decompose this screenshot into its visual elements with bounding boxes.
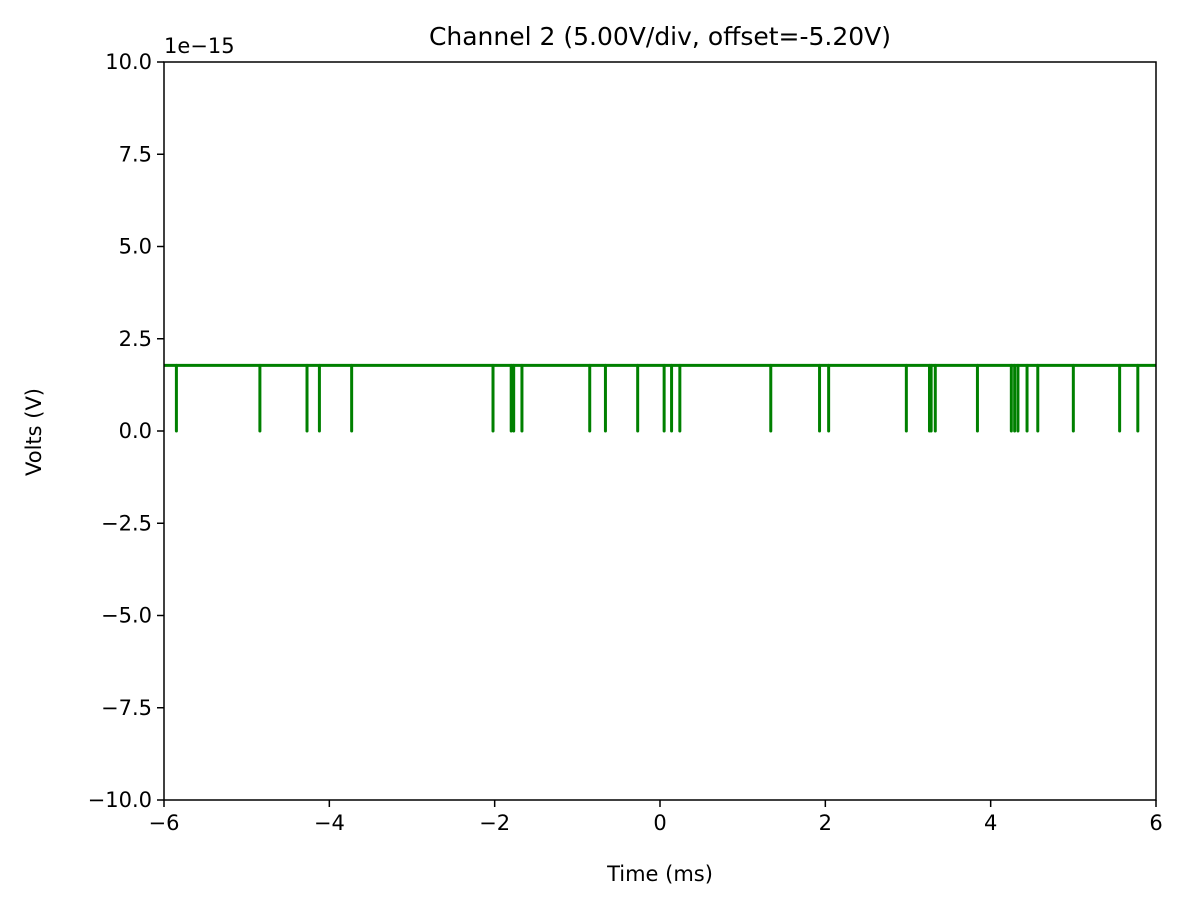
plot-area [164, 363, 1156, 433]
y-tick-label: −5.0 [101, 604, 152, 628]
x-tick-label: 2 [819, 811, 832, 835]
y-tick-label: 5.0 [119, 235, 152, 259]
y-tick-label: 10.0 [105, 50, 152, 74]
chart-title: Channel 2 (5.00V/div, offset=-5.20V) [429, 22, 891, 51]
x-tick-label: −4 [314, 811, 345, 835]
x-tick-label: 6 [1149, 811, 1162, 835]
y-offset-text: 1e−15 [164, 34, 235, 58]
x-tick-label: −6 [149, 811, 180, 835]
y-tick-label: 2.5 [119, 327, 152, 351]
x-tick-label: 0 [653, 811, 666, 835]
plot-frame [163, 61, 1157, 801]
y-tick-label: −7.5 [101, 696, 152, 720]
y-tick-label: 0.0 [119, 419, 152, 443]
y-tick-label: −10.0 [88, 788, 152, 812]
x-tick-label: −2 [479, 811, 510, 835]
x-tick-label: 4 [984, 811, 997, 835]
y-axis-label: Volts (V) [22, 388, 46, 476]
x-axis-label: Time (ms) [606, 862, 713, 886]
y-tick-label: −2.5 [101, 511, 152, 535]
y-tick-label: 7.5 [119, 142, 152, 166]
axes: −6 −4 −2 0 2 4 6 −10.0 −7.5 −5.0 −2.5 0.0 2.5 5.0 7.5 1… [88, 50, 1163, 835]
